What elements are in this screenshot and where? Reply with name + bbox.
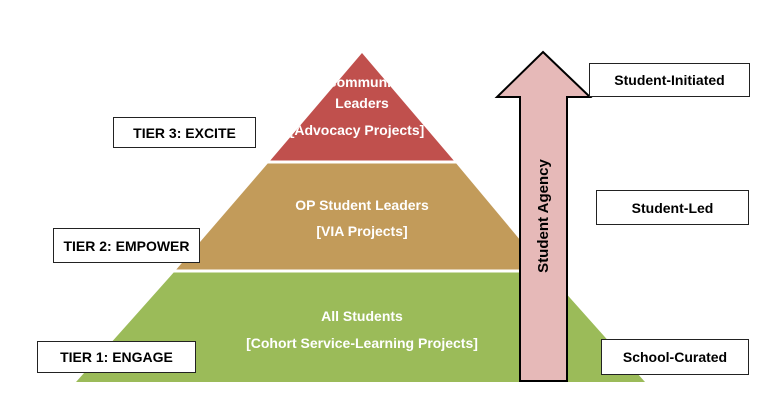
student-initiated-box: Student-Initiated [589,63,750,97]
tier1-band [76,271,645,382]
student-agency-arrow-icon [494,50,593,382]
tier2-subtitle: [VIA Projects] [316,223,407,239]
student-agency-label: Student Agency [535,159,552,273]
student-led-box: Student-Led [596,190,749,225]
tier2-title: OP Student Leaders [295,197,429,213]
tier3-title-line1: Community [327,74,404,90]
school-curated-box: School-Curated [601,339,749,375]
tier1-title: All Students [321,308,403,324]
tier3-label-box: TIER 3: EXCITE [113,117,256,148]
tier3-subtitle: [Advocacy Projects] [290,122,425,138]
tier1-label-box: TIER 1: ENGAGE [37,341,196,373]
tier3-title-line2: Leaders [335,95,389,111]
tier2-band [175,162,546,271]
tier3-band [269,53,455,162]
tier2-label-box: TIER 2: EMPOWER [53,228,200,263]
tier1-subtitle: [Cohort Service-Learning Projects] [246,335,478,351]
